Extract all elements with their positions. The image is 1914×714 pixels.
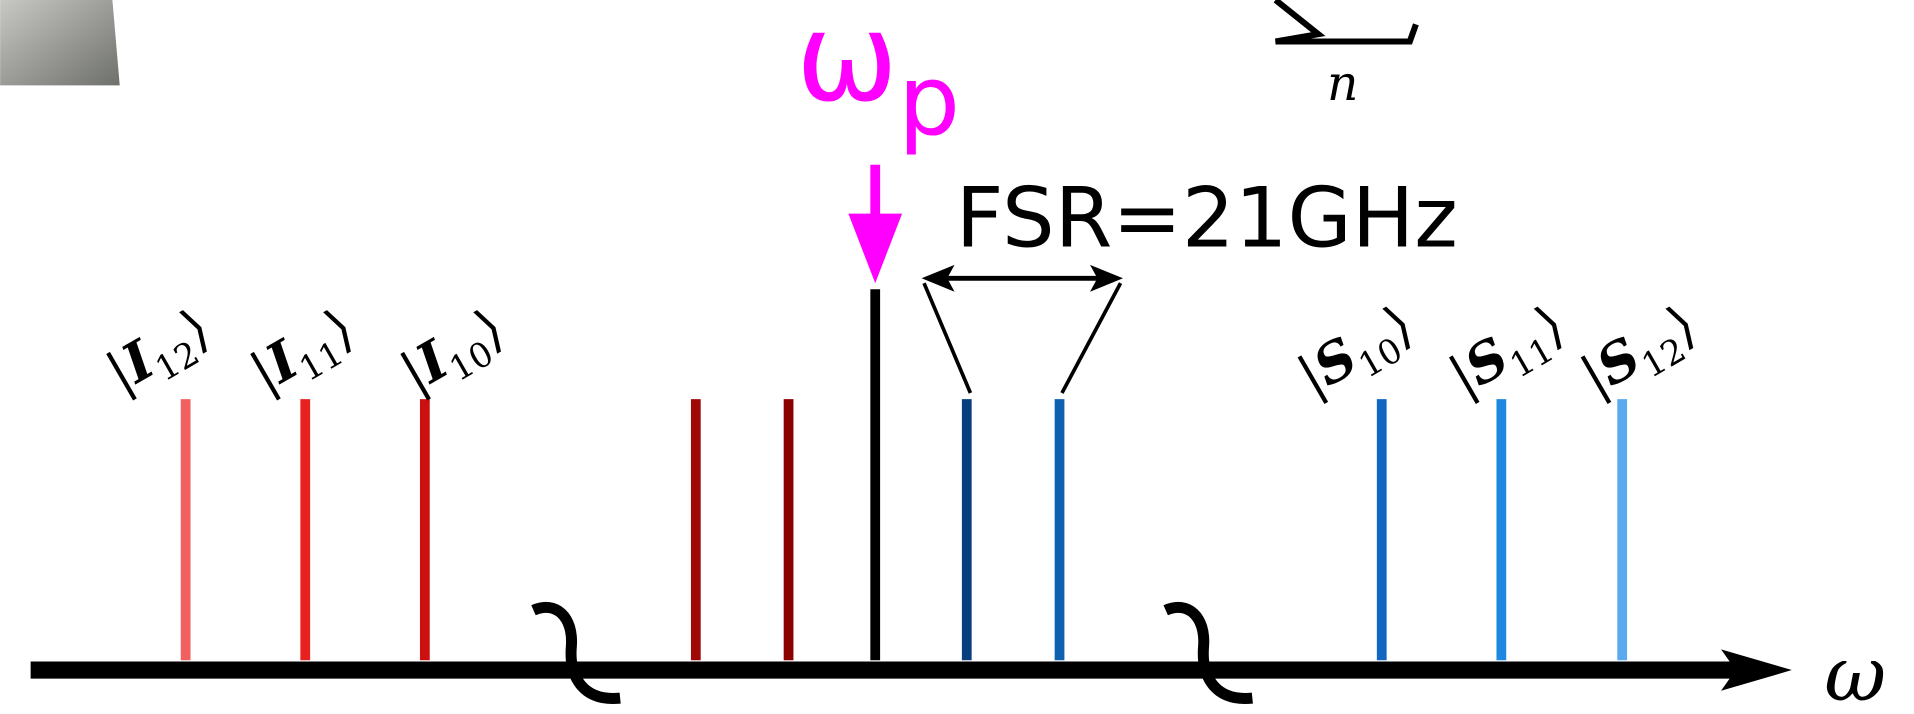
sum-index: n	[1327, 55, 1358, 112]
ket-label: |S10⟩	[1287, 293, 1428, 415]
axis-label: ω	[1824, 631, 1886, 714]
sum-sign	[1273, 0, 1419, 45]
axis-break	[1163, 601, 1253, 704]
ket-label: |I10⟩	[390, 296, 519, 411]
axis-arrow	[1721, 649, 1792, 691]
pump-label: ωp	[796, 0, 960, 158]
mode-labels: |I12⟩|I11⟩|I10⟩ |S10⟩|S11⟩|S12⟩	[96, 293, 1711, 415]
fsr-label: FSR=21GHz	[956, 170, 1458, 267]
axis-break	[531, 601, 621, 704]
pump-subscript: p	[898, 44, 960, 158]
modes	[180, 289, 1628, 661]
fsr-guide	[922, 282, 973, 394]
ket-label: |I11⟩	[240, 296, 369, 411]
device-image	[0, 0, 120, 86]
ket-label: |I12⟩	[96, 296, 225, 411]
fsr-guide	[1060, 282, 1123, 394]
pump-symbol: ω	[796, 0, 898, 129]
ket-label: |S11⟩	[1438, 293, 1579, 415]
pump-arrowhead	[848, 213, 903, 284]
ket-label: |S12⟩	[1570, 293, 1711, 415]
